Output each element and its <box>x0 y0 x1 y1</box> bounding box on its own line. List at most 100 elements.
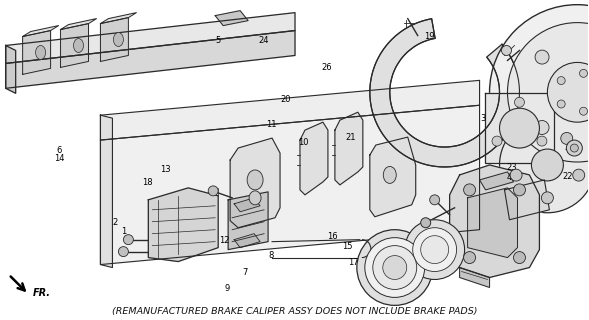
Circle shape <box>547 62 589 122</box>
Polygon shape <box>370 137 416 217</box>
Text: 14: 14 <box>54 154 65 163</box>
Circle shape <box>570 144 578 152</box>
Polygon shape <box>22 31 51 74</box>
Polygon shape <box>215 11 248 26</box>
Circle shape <box>501 45 511 55</box>
Polygon shape <box>6 31 295 88</box>
Circle shape <box>464 184 475 196</box>
Polygon shape <box>6 13 295 63</box>
Circle shape <box>508 23 589 162</box>
Text: 2: 2 <box>112 218 118 227</box>
Circle shape <box>365 238 425 297</box>
Text: (REMANUFACTURED BRAKE CALIPER ASSY DOES NOT INCLUDE BRAKE PADS): (REMANUFACTURED BRAKE CALIPER ASSY DOES … <box>112 307 477 316</box>
Circle shape <box>208 186 218 196</box>
Ellipse shape <box>247 170 263 190</box>
Circle shape <box>541 192 554 204</box>
Circle shape <box>557 100 565 108</box>
Text: 19: 19 <box>425 32 435 41</box>
Circle shape <box>499 117 589 213</box>
Circle shape <box>425 253 435 264</box>
Circle shape <box>535 50 549 64</box>
Circle shape <box>373 246 416 289</box>
Polygon shape <box>101 80 479 140</box>
Ellipse shape <box>35 45 45 60</box>
Polygon shape <box>234 234 260 248</box>
Text: 21: 21 <box>345 132 356 141</box>
Circle shape <box>430 195 439 205</box>
Circle shape <box>561 132 573 144</box>
Polygon shape <box>101 18 128 61</box>
Circle shape <box>499 108 540 148</box>
Polygon shape <box>230 138 280 228</box>
Polygon shape <box>459 268 489 287</box>
Polygon shape <box>61 24 88 68</box>
Polygon shape <box>479 172 514 190</box>
Polygon shape <box>335 112 363 185</box>
Circle shape <box>573 169 585 181</box>
Circle shape <box>464 252 475 264</box>
Circle shape <box>531 149 563 181</box>
Text: 9: 9 <box>224 284 230 292</box>
Circle shape <box>567 140 583 156</box>
Polygon shape <box>22 26 58 36</box>
Polygon shape <box>370 19 519 167</box>
Text: 16: 16 <box>327 232 338 241</box>
Circle shape <box>118 247 128 257</box>
Circle shape <box>557 76 565 84</box>
Polygon shape <box>101 105 479 265</box>
Polygon shape <box>505 180 550 220</box>
Text: 13: 13 <box>160 165 171 174</box>
Circle shape <box>124 235 133 244</box>
Text: 24: 24 <box>259 36 269 45</box>
Text: 26: 26 <box>322 63 332 72</box>
Circle shape <box>514 184 525 196</box>
Text: 3: 3 <box>480 114 485 123</box>
Circle shape <box>535 121 549 134</box>
Polygon shape <box>61 19 97 29</box>
Text: 25: 25 <box>564 143 575 152</box>
Circle shape <box>510 169 522 181</box>
Text: 17: 17 <box>348 258 359 267</box>
Text: 7: 7 <box>242 268 247 277</box>
Circle shape <box>492 136 502 146</box>
Circle shape <box>580 107 587 115</box>
Polygon shape <box>300 122 328 195</box>
Polygon shape <box>234 198 260 212</box>
Polygon shape <box>485 93 554 163</box>
Text: 11: 11 <box>266 120 276 130</box>
Circle shape <box>357 230 433 305</box>
Circle shape <box>522 132 534 144</box>
Polygon shape <box>228 192 268 250</box>
Text: 1: 1 <box>121 227 127 236</box>
Ellipse shape <box>114 33 124 46</box>
Ellipse shape <box>383 166 396 183</box>
Polygon shape <box>101 13 137 24</box>
Circle shape <box>383 256 407 279</box>
Polygon shape <box>449 165 540 277</box>
Text: 6: 6 <box>57 146 62 155</box>
Text: 5: 5 <box>216 36 221 45</box>
Text: 10: 10 <box>298 138 309 147</box>
Circle shape <box>413 228 456 271</box>
Circle shape <box>580 69 587 77</box>
Ellipse shape <box>74 38 84 52</box>
Circle shape <box>489 5 589 180</box>
Text: 22: 22 <box>562 172 573 181</box>
Circle shape <box>405 220 465 279</box>
Text: 23: 23 <box>507 163 517 172</box>
Polygon shape <box>148 188 218 261</box>
Ellipse shape <box>249 191 261 205</box>
Text: 18: 18 <box>143 178 153 187</box>
Polygon shape <box>468 188 518 258</box>
Circle shape <box>514 252 525 264</box>
Text: 4: 4 <box>507 173 512 182</box>
Text: FR.: FR. <box>32 288 51 299</box>
Polygon shape <box>101 115 112 268</box>
Circle shape <box>421 236 449 264</box>
Circle shape <box>537 136 547 146</box>
Text: 20: 20 <box>280 95 291 104</box>
Text: 12: 12 <box>219 236 229 245</box>
Circle shape <box>514 97 524 107</box>
Circle shape <box>421 218 431 228</box>
Polygon shape <box>6 45 16 93</box>
